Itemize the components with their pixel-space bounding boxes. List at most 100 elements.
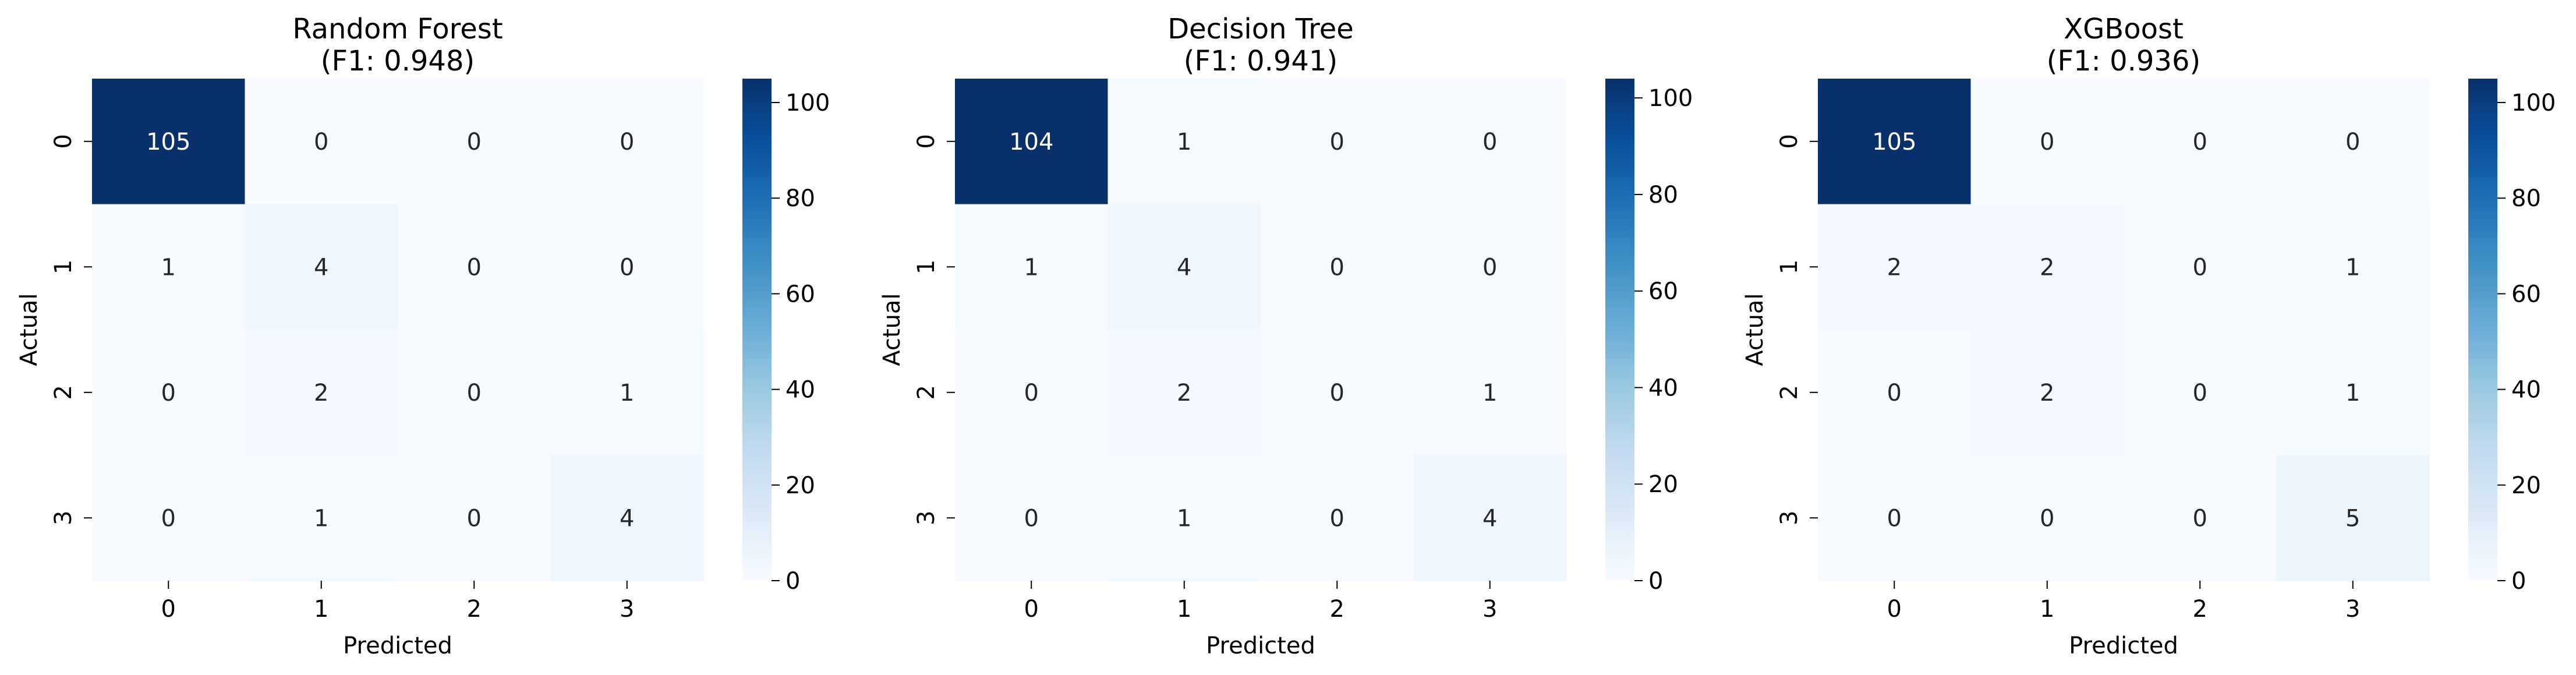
heatmap-cell bbox=[398, 79, 551, 205]
cell-value-label: 1 bbox=[161, 254, 176, 281]
y-tick-label: 0 bbox=[50, 134, 77, 149]
cell-value-label: 5 bbox=[2345, 505, 2360, 532]
cell-value-label: 0 bbox=[1024, 380, 1039, 407]
y-axis-label: Actual bbox=[1742, 293, 1768, 366]
x-tick-label: 3 bbox=[2345, 596, 2360, 623]
heatmap-cell bbox=[92, 204, 246, 330]
colorbar-tick-label: 60 bbox=[785, 281, 815, 308]
colorbar-tick-label: 80 bbox=[785, 185, 815, 212]
cell-value-label: 0 bbox=[1024, 505, 1039, 532]
heatmap-cell bbox=[1818, 204, 1972, 330]
heatmap-cell bbox=[955, 204, 1109, 330]
cell-value-label: 0 bbox=[2193, 254, 2207, 281]
x-axis-label: Predicted bbox=[343, 632, 452, 659]
cell-value-label: 0 bbox=[1887, 505, 1902, 532]
y-tick-label: 2 bbox=[1776, 385, 1803, 400]
x-tick-label: 0 bbox=[1887, 596, 1902, 623]
y-tick-label: 3 bbox=[1776, 511, 1803, 525]
cell-value-label: 1 bbox=[1482, 380, 1497, 407]
heatmap-cell bbox=[1970, 455, 2124, 581]
cell-value-label: 0 bbox=[1887, 380, 1902, 407]
heatmap-cell bbox=[1107, 455, 1261, 581]
colorbar-tick-label: 60 bbox=[1648, 278, 1678, 305]
cell-value-label: 0 bbox=[2193, 505, 2207, 532]
cell-value-label: 0 bbox=[2345, 129, 2360, 156]
x-tick-label: 1 bbox=[2040, 596, 2054, 623]
heatmap-cell bbox=[245, 79, 398, 205]
colorbar-tick-label: 100 bbox=[2511, 90, 2556, 116]
colorbar-tick-label: 40 bbox=[1648, 374, 1678, 401]
colorbar bbox=[742, 79, 772, 581]
cell-value-label: 0 bbox=[620, 254, 634, 281]
cell-value-label: 0 bbox=[2193, 380, 2207, 407]
colorbar bbox=[2468, 79, 2497, 581]
cell-value-label: 2 bbox=[1887, 254, 1902, 281]
colorbar-tick-label: 100 bbox=[1648, 85, 1693, 112]
heatmap-cell bbox=[2124, 330, 2277, 456]
cell-value-label: 0 bbox=[314, 129, 328, 156]
heatmap-cell bbox=[2276, 204, 2430, 330]
heatmap-cell bbox=[955, 455, 1109, 581]
heatmap-cell bbox=[2124, 455, 2277, 581]
colorbar-tick-label: 20 bbox=[1648, 471, 1678, 498]
panel-3: XGBoost(F1: 0.936)105 0 0 02 2 0 10 2 0 10 0 0 50 1 2 3… bbox=[1742, 13, 2556, 659]
colorbar-tick-label: 20 bbox=[2511, 472, 2541, 499]
heatmap-cell bbox=[550, 330, 704, 456]
cell-value-label: 0 bbox=[620, 129, 634, 156]
colorbar-tick-label: 0 bbox=[1648, 568, 1663, 595]
cell-value-label: 2 bbox=[314, 380, 328, 407]
colorbar-tick-label: 40 bbox=[785, 377, 815, 404]
y-tick-label: 0 bbox=[913, 134, 940, 149]
cell-value-label: 0 bbox=[467, 505, 482, 532]
colorbar bbox=[1605, 79, 1634, 581]
heatmap-cell bbox=[1413, 455, 1567, 581]
heatmap-cell bbox=[1261, 455, 1414, 581]
heatmap-cell bbox=[245, 330, 398, 456]
heatmap-cell bbox=[398, 330, 551, 456]
x-tick-label: 2 bbox=[1330, 596, 1344, 623]
heatmap-cell bbox=[2276, 330, 2430, 456]
heatmap-cell bbox=[1261, 79, 1414, 205]
cell-value-label: 0 bbox=[1482, 254, 1497, 281]
panel-title: Decision Tree bbox=[1167, 13, 1354, 45]
cell-value-label: 4 bbox=[1482, 505, 1497, 532]
cell-value-label: 0 bbox=[467, 380, 482, 407]
x-tick-label: 3 bbox=[620, 596, 634, 623]
heatmap-cell bbox=[1107, 204, 1261, 330]
y-axis-label: Actual bbox=[879, 293, 905, 366]
cell-value-label: 0 bbox=[1482, 129, 1497, 156]
cell-value-label: 1 bbox=[1024, 254, 1039, 281]
cell-value-label: 0 bbox=[2040, 129, 2054, 156]
cell-value-label: 1 bbox=[1177, 505, 1191, 532]
heatmap-cell bbox=[1818, 330, 1972, 456]
panel-1: Random Forest(F1: 0.948)105 0 0 01 4 0 00 2 0 10 1… bbox=[16, 13, 830, 659]
cell-value-label: 2 bbox=[1177, 380, 1191, 407]
cell-value-label: 1 bbox=[1177, 129, 1191, 156]
x-axis-label: Predicted bbox=[1206, 632, 1315, 659]
x-tick-label: 0 bbox=[161, 596, 176, 623]
x-tick-label: 0 bbox=[1024, 596, 1039, 623]
heatmap-cell bbox=[92, 455, 246, 581]
heatmap-cell bbox=[955, 330, 1109, 456]
panel-title: XGBoost bbox=[2064, 13, 2184, 45]
heatmap-cell bbox=[1970, 330, 2124, 456]
cell-value-label: 1 bbox=[2345, 254, 2360, 281]
heatmap-cell bbox=[955, 79, 1109, 205]
cell-value-label: 1 bbox=[314, 505, 328, 532]
panel-subtitle: (F1: 0.948) bbox=[321, 45, 475, 77]
x-tick-label: 3 bbox=[1482, 596, 1497, 623]
cell-value-label: 1 bbox=[2345, 380, 2360, 407]
panel-2: Decision Tree(F1: 0.941)104 1 0 01 4 0 00 2 0 10 1… bbox=[879, 13, 1693, 659]
heatmap-cell bbox=[1261, 330, 1414, 456]
panel-title: Random Forest bbox=[292, 13, 503, 45]
heatmap-cell bbox=[398, 204, 551, 330]
colorbar-tick-label: 0 bbox=[2511, 568, 2526, 595]
heatmap-cell bbox=[550, 79, 704, 205]
cell-value-label: 0 bbox=[2193, 129, 2207, 156]
heatmap-cell bbox=[1107, 330, 1261, 456]
x-tick-label: 1 bbox=[1177, 596, 1191, 623]
heatmap-cell bbox=[1970, 79, 2124, 205]
cell-value-label: 0 bbox=[2040, 505, 2054, 532]
colorbar-tick-label: 40 bbox=[2511, 377, 2541, 404]
heatmap-cell bbox=[1818, 79, 1972, 205]
